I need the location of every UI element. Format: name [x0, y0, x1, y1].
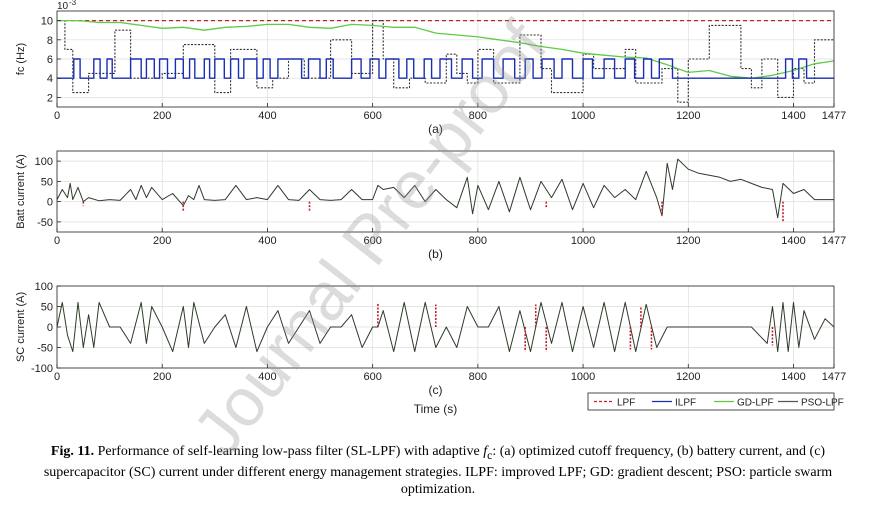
ytick-label-c-2: 0	[47, 322, 53, 334]
xlabel-c: Time (s)	[414, 402, 458, 416]
xtick-label-a-3: 600	[363, 110, 381, 122]
panel-label-b: (b)	[428, 247, 443, 261]
xtick-label-a-2: 400	[258, 110, 276, 122]
series-group-b	[57, 158, 834, 222]
exponent-label: 10	[57, 1, 69, 12]
caption-f-symbol: f	[483, 444, 488, 459]
xtick-label-b-1: 200	[153, 235, 171, 247]
figure-caption: Fig. 11. Performance of self-learning lo…	[12, 443, 864, 498]
legend-label-lpf: LPF	[617, 398, 635, 409]
ytick-label-b-2: 50	[41, 176, 53, 188]
series-group-a	[57, 19, 834, 103]
xtick-label-a-5: 1000	[571, 110, 595, 122]
caption-f-subscript: c	[487, 448, 493, 462]
series-a-pso-lpf	[57, 20, 834, 103]
panel-label-a: (a)	[428, 122, 443, 136]
series-c-sc-current-all-strategies-approx-	[57, 301, 834, 353]
caption-text-after: : (a) optimized cutoff frequency, (b) ba…	[43, 444, 833, 497]
exponent-power: -3	[69, 0, 77, 7]
axes-box-b	[56, 150, 835, 233]
xtick-label-c-2: 400	[258, 371, 276, 383]
ytick-label-b-1: 0	[47, 197, 53, 209]
xtick-label-a-4: 800	[469, 110, 487, 122]
ylabel-b: Batt current (A)	[15, 154, 27, 229]
xtick-label-b-8: 1477	[822, 235, 846, 247]
ytick-label-b-0: -50	[37, 217, 53, 229]
xtick-label-c-3: 600	[363, 371, 381, 383]
ytick-label-a-3: 8	[47, 35, 53, 47]
xtick-label-b-3: 600	[363, 235, 381, 247]
caption-fig-label: Fig. 11.	[50, 444, 95, 459]
xtick-label-b-2: 400	[258, 235, 276, 247]
xtick-label-b-6: 1200	[676, 235, 700, 247]
legend-label-pso-lpf: PSO-LPF	[801, 398, 844, 409]
ytick-label-a-0: 2	[47, 92, 53, 104]
xtick-label-b-4: 800	[469, 235, 487, 247]
ylabel-c: SC current (A)	[15, 292, 27, 362]
panel-b-battery-current: 0 200 400 600 800 1000 1200 1400 1477-50050100Ba…	[15, 150, 846, 261]
series-a-gd-lpf	[57, 19, 834, 79]
xtick-label-a-1: 200	[153, 110, 171, 122]
panel-label-c: (c)	[429, 383, 443, 397]
legend-label-ilpf: ILPF	[675, 398, 696, 409]
ytick-label-a-4: 10	[41, 16, 53, 28]
ytick-label-c-4: 100	[35, 281, 53, 293]
ytick-label-c-0: -100	[31, 363, 53, 375]
xtick-label-b-0: 0	[54, 235, 60, 247]
ylabel-a: fc (Hz)	[15, 43, 27, 75]
panel-c-sc-current: 0 200 400 600 800 1000 1200 1400 1477 -100 -50 0 50 1…	[15, 281, 846, 416]
ytick-label-b-3: 100	[35, 156, 53, 168]
xtick-label-a-6: 1200	[676, 110, 700, 122]
xtick-label-a-7: 1400	[781, 110, 805, 122]
xtick-label-c-0: 0	[54, 371, 60, 383]
ytick-label-a-2: 6	[47, 54, 53, 66]
panel-a-fc: 0 200 400 600 800 1000 1200 1400 1477 2 4 6 8 10 fc (H…	[15, 0, 846, 136]
xtick-label-c-8: 1477	[822, 371, 846, 383]
caption-text-before: Performance of self-learning low-pass fi…	[94, 444, 484, 459]
legend-label-gd-lpf: GD-LPF	[737, 398, 774, 409]
series-a-ilpf	[57, 58, 834, 79]
xtick-label-c-4: 800	[469, 371, 487, 383]
series-group-c	[57, 301, 834, 353]
ytick-label-c-3: 50	[41, 302, 53, 314]
xtick-label-c-1: 200	[153, 371, 171, 383]
ytick-label-c-1: -50	[37, 343, 53, 355]
xtick-label-c-7: 1400	[781, 371, 805, 383]
xtick-label-a-8: 1477	[822, 110, 846, 122]
xtick-label-b-5: 1000	[571, 235, 595, 247]
xtick-label-c-6: 1200	[676, 371, 700, 383]
ytick-label-a-1: 4	[47, 73, 53, 85]
legend-box	[587, 392, 835, 411]
series-b-battery-current-all-strategies-approx-	[57, 158, 834, 219]
xtick-label-b-7: 1400	[781, 235, 805, 247]
xtick-label-c-5: 1000	[571, 371, 595, 383]
legend: LPF ILPF GD-LPF PSO-LPF	[587, 392, 844, 411]
xtick-label-a-0: 0	[54, 110, 60, 122]
